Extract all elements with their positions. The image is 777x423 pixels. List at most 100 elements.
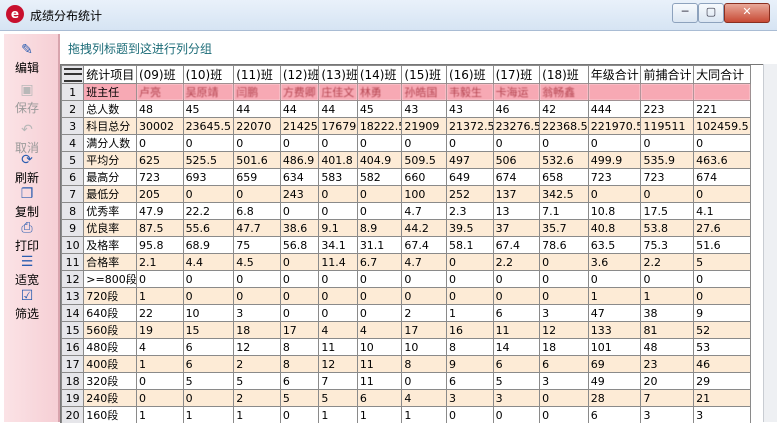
table-cell[interactable]: 17679 (319, 118, 358, 135)
table-cell[interactable]: 35.7 (540, 220, 589, 237)
table-cell[interactable]: 102459.5 (694, 118, 751, 135)
table-cell[interactable]: 0 (540, 407, 589, 423)
table-cell[interactable]: 1 (402, 407, 447, 423)
table-cell[interactable]: 1 (234, 407, 281, 423)
table-cell[interactable]: 0 (319, 203, 358, 220)
table-cell[interactable]: 3 (234, 305, 281, 322)
column-header[interactable]: (13)班 (319, 66, 358, 84)
table-cell[interactable]: 0 (319, 288, 358, 305)
table-cell[interactable]: 4.5 (234, 254, 281, 271)
table-cell[interactable]: 0 (319, 305, 358, 322)
row-number[interactable]: 7 (62, 186, 84, 203)
table-cell[interactable]: 4.1 (694, 203, 751, 220)
table-cell[interactable]: 48 (136, 101, 183, 118)
table-cell[interactable]: 17 (402, 322, 447, 339)
table-cell[interactable]: 9 (694, 305, 751, 322)
table-cell[interactable]: 658 (540, 169, 589, 186)
group-by-panel[interactable]: 拖拽列标题到这进行列分组 (60, 34, 777, 62)
table-cell[interactable]: 6 (588, 407, 641, 423)
table-cell[interactable]: 3 (493, 390, 540, 407)
table-cell[interactable]: 0 (540, 254, 589, 271)
table-cell[interactable]: 34.1 (319, 237, 358, 254)
table-cell[interactable]: 23 (641, 356, 694, 373)
column-header[interactable]: (16)班 (446, 66, 493, 84)
table-cell[interactable]: 27.6 (694, 220, 751, 237)
table-cell[interactable]: 37 (493, 220, 540, 237)
table-cell[interactable]: 21 (694, 390, 751, 407)
table-cell[interactable]: 78.6 (540, 237, 589, 254)
table-cell[interactable]: 0 (641, 135, 694, 152)
table-cell[interactable]: 49 (588, 373, 641, 390)
table-cell[interactable]: 63.5 (588, 237, 641, 254)
row-label-cell[interactable]: 优秀率 (84, 203, 137, 220)
table-cell[interactable]: 243 (280, 186, 319, 203)
table-cell[interactable]: 2 (234, 356, 281, 373)
table-cell[interactable]: 8 (402, 356, 447, 373)
table-cell[interactable]: 0 (183, 186, 234, 203)
table-cell[interactable] (694, 84, 751, 101)
table-cell[interactable]: 401.8 (319, 152, 358, 169)
table-cell[interactable]: 28 (588, 390, 641, 407)
table-cell[interactable]: 0 (402, 135, 447, 152)
table-cell[interactable]: 10.8 (588, 203, 641, 220)
row-label-cell[interactable]: 科目总分 (84, 118, 137, 135)
table-cell[interactable]: 18 (540, 339, 589, 356)
row-label-cell[interactable]: 总人数 (84, 101, 137, 118)
row-number[interactable]: 18 (62, 373, 84, 390)
table-cell[interactable]: 8 (280, 339, 319, 356)
table-cell[interactable]: 19 (136, 322, 183, 339)
table-cell[interactable]: 0 (446, 407, 493, 423)
table-cell[interactable]: 11 (357, 356, 402, 373)
copy-button[interactable]: ❐ 复制 (4, 186, 50, 220)
table-cell[interactable]: 55.6 (183, 220, 234, 237)
table-cell[interactable]: 0 (319, 271, 358, 288)
table-cell[interactable]: 582 (357, 169, 402, 186)
table-cell[interactable]: 221 (694, 101, 751, 118)
table-cell[interactable]: 吴原靖 (183, 84, 234, 101)
table-cell[interactable]: 12 (319, 356, 358, 373)
table-cell[interactable] (641, 84, 694, 101)
table-cell[interactable]: 3.6 (588, 254, 641, 271)
table-cell[interactable]: 119511 (641, 118, 694, 135)
table-cell[interactable]: 23276.5 (493, 118, 540, 135)
row-label-cell[interactable]: 560段 (84, 322, 137, 339)
table-cell[interactable]: 38.6 (280, 220, 319, 237)
table-cell[interactable]: 0 (540, 288, 589, 305)
column-header[interactable]: (15)班 (402, 66, 447, 84)
table-cell[interactable]: 649 (446, 169, 493, 186)
row-label-cell[interactable]: 优良率 (84, 220, 137, 237)
row-number[interactable]: 5 (62, 152, 84, 169)
table-cell[interactable]: 75.3 (641, 237, 694, 254)
table-cell[interactable]: 67.4 (402, 237, 447, 254)
table-cell[interactable]: 卡海运 (493, 84, 540, 101)
table-cell[interactable]: 0 (280, 271, 319, 288)
table-cell[interactable]: 0 (234, 271, 281, 288)
table-cell[interactable]: 21909 (402, 118, 447, 135)
table-cell[interactable] (588, 84, 641, 101)
table-cell[interactable]: 6 (446, 373, 493, 390)
table-cell[interactable]: 5 (319, 390, 358, 407)
table-cell[interactable]: 1 (357, 407, 402, 423)
row-number[interactable]: 14 (62, 305, 84, 322)
table-cell[interactable]: 0 (540, 271, 589, 288)
table-cell[interactable]: 22 (136, 305, 183, 322)
table-cell[interactable]: 723 (588, 169, 641, 186)
table-cell[interactable]: 9.1 (319, 220, 358, 237)
table-cell[interactable]: 486.9 (280, 152, 319, 169)
table-cell[interactable]: 4 (136, 339, 183, 356)
table-cell[interactable]: 30002 (136, 118, 183, 135)
table-cell[interactable]: 0 (493, 135, 540, 152)
table-cell[interactable]: 0 (357, 271, 402, 288)
table-cell[interactable]: 0 (136, 390, 183, 407)
table-cell[interactable]: 5 (280, 390, 319, 407)
table-cell[interactable]: 4 (402, 390, 447, 407)
